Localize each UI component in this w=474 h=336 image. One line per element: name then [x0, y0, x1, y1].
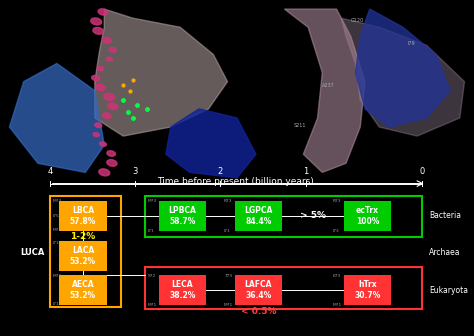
Text: G120: G120 — [351, 18, 364, 23]
Text: I73: I73 — [333, 229, 339, 233]
Text: M73: M73 — [53, 199, 63, 203]
Ellipse shape — [107, 151, 116, 156]
Bar — [59, 241, 107, 271]
Text: Eukaryota: Eukaryota — [429, 286, 468, 295]
Polygon shape — [9, 64, 104, 172]
Ellipse shape — [95, 123, 102, 127]
Text: M71: M71 — [148, 303, 157, 307]
Text: AECA
53.2%: AECA 53.2% — [70, 280, 96, 300]
Text: K73: K73 — [333, 274, 341, 278]
Polygon shape — [95, 9, 228, 136]
Ellipse shape — [99, 169, 110, 176]
Text: LPBCA
58.7%: LPBCA 58.7% — [169, 206, 196, 226]
Text: LECA
38.2%: LECA 38.2% — [169, 280, 196, 300]
Text: I71: I71 — [148, 229, 155, 233]
Ellipse shape — [93, 28, 103, 34]
Bar — [50, 196, 121, 307]
Text: 3: 3 — [132, 167, 138, 176]
Ellipse shape — [106, 57, 112, 61]
Text: M73: M73 — [148, 199, 157, 203]
Text: LACA
53.2%: LACA 53.2% — [70, 246, 96, 266]
Bar — [344, 275, 391, 305]
Text: A237: A237 — [322, 83, 335, 88]
Ellipse shape — [104, 93, 115, 100]
Text: 2: 2 — [218, 167, 223, 176]
Text: LBCA
57.8%: LBCA 57.8% — [70, 206, 96, 226]
Text: Bacteria: Bacteria — [429, 211, 461, 220]
Text: > 5%: > 5% — [300, 211, 326, 220]
Text: R73: R73 — [224, 199, 232, 203]
Bar — [145, 196, 422, 237]
Ellipse shape — [108, 103, 118, 110]
Ellipse shape — [98, 9, 108, 15]
Ellipse shape — [97, 67, 104, 71]
Text: S211: S211 — [294, 123, 306, 128]
Text: hTrx
30.7%: hTrx 30.7% — [354, 280, 381, 300]
Ellipse shape — [102, 37, 111, 43]
Polygon shape — [356, 9, 450, 127]
Bar — [159, 275, 206, 305]
Bar — [59, 201, 107, 231]
Text: M71: M71 — [53, 227, 63, 232]
Bar — [145, 267, 422, 308]
Ellipse shape — [102, 113, 111, 119]
Text: 4: 4 — [47, 167, 53, 176]
Text: LAFCA
36.4%: LAFCA 36.4% — [245, 280, 272, 300]
Text: S72: S72 — [148, 274, 156, 278]
Bar — [235, 275, 282, 305]
Ellipse shape — [107, 160, 117, 166]
Bar — [344, 201, 391, 231]
Text: M71: M71 — [333, 303, 342, 307]
Text: I79: I79 — [408, 41, 415, 46]
Text: 1: 1 — [303, 167, 309, 176]
Polygon shape — [341, 18, 465, 136]
Text: M73: M73 — [53, 274, 63, 278]
Text: 0: 0 — [419, 167, 425, 176]
Text: R73: R73 — [333, 199, 341, 203]
Text: LGPCA
84.4%: LGPCA 84.4% — [244, 206, 273, 226]
Text: I71: I71 — [53, 302, 60, 306]
Text: M71: M71 — [224, 303, 233, 307]
Ellipse shape — [91, 75, 100, 81]
Text: T73: T73 — [224, 274, 232, 278]
Text: Time before present (billion years): Time before present (billion years) — [157, 177, 314, 186]
Text: Archaea: Archaea — [429, 248, 460, 257]
Ellipse shape — [93, 133, 99, 137]
Ellipse shape — [91, 18, 101, 25]
Text: ecTrx
100%: ecTrx 100% — [356, 206, 379, 226]
Text: LUCA: LUCA — [20, 248, 45, 257]
Ellipse shape — [100, 142, 106, 146]
Text: < 0.5%: < 0.5% — [241, 306, 276, 316]
Text: I71: I71 — [53, 241, 60, 245]
Bar — [235, 201, 282, 231]
Ellipse shape — [109, 47, 116, 52]
Ellipse shape — [95, 84, 105, 91]
Bar — [159, 201, 206, 231]
Text: I75: I75 — [53, 214, 60, 218]
Text: I71: I71 — [224, 229, 230, 233]
Bar — [59, 275, 107, 305]
Polygon shape — [166, 109, 256, 178]
Polygon shape — [284, 9, 365, 172]
Text: 1-2%: 1-2% — [70, 232, 96, 241]
